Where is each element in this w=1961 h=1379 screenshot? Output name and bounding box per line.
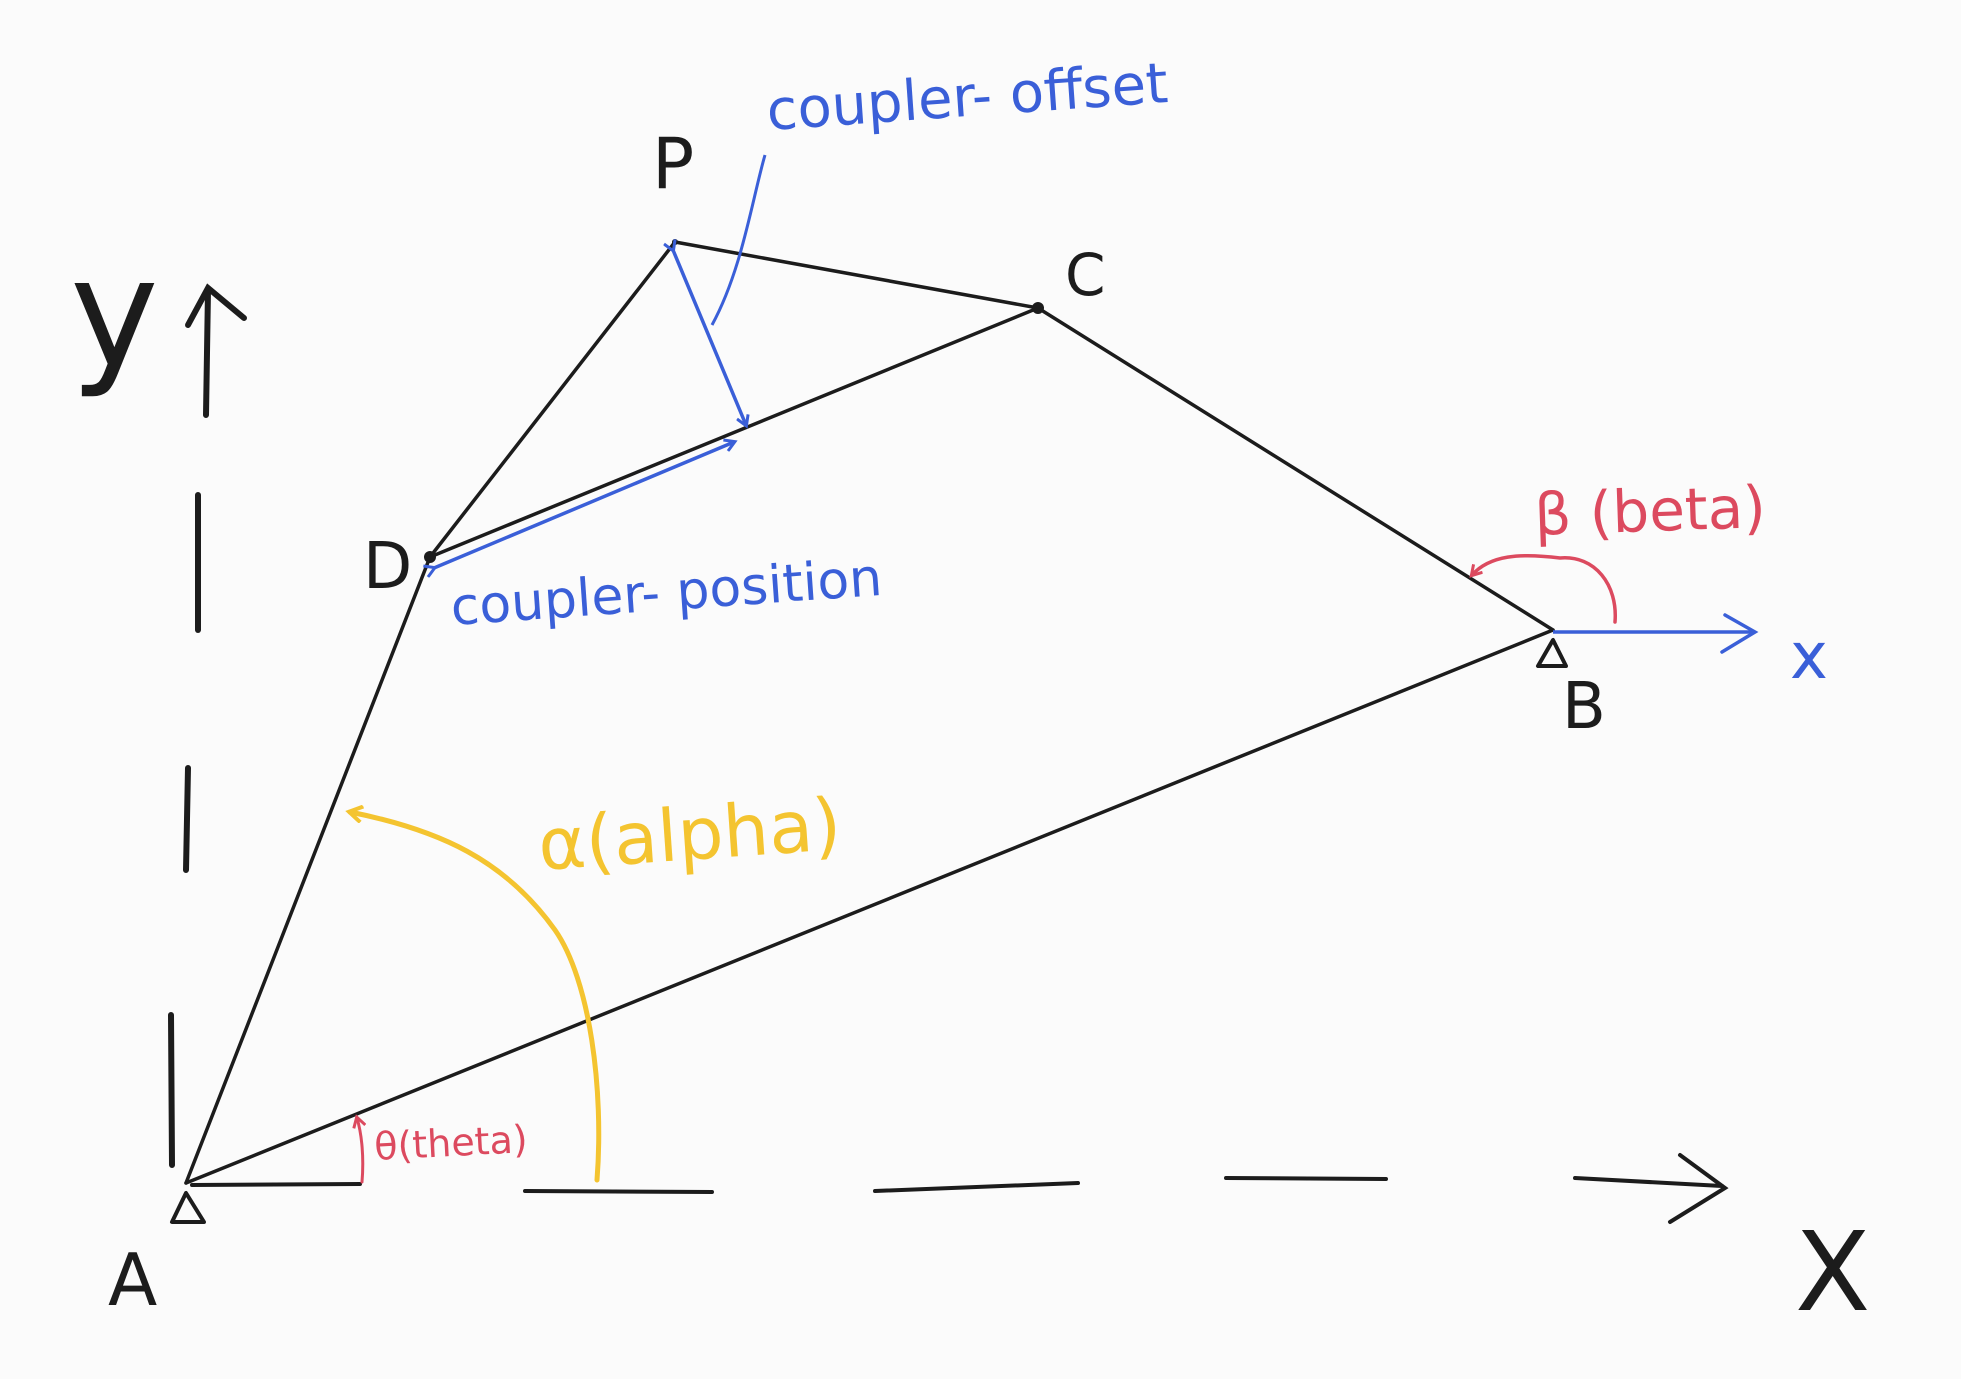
coupler-offset-leader [710,154,767,326]
alpha-arc [350,812,602,1183]
local-x-arrowhead [1720,613,1759,654]
joint-D [424,551,436,563]
label-D: D [363,530,412,604]
label-alpha: α(alpha) [535,782,843,887]
label-coupler-offset: coupler- offset [764,51,1170,144]
link-AB [184,628,1555,1185]
link-AD [184,555,432,1185]
label-coupler-position: coupler- position [449,548,884,638]
joint-P [672,239,678,245]
global-x-axis [190,1153,1729,1224]
global-y-axis [168,283,247,1168]
linkage-links [184,240,1555,1185]
coupler-offset-arrow [673,250,746,425]
label-local-x: x [1790,620,1828,694]
link-DC [428,306,1040,559]
label-beta: β (beta) [1533,473,1767,549]
coupler-position-arrow [434,442,734,568]
label-A: A [108,1238,157,1322]
ground-pivot-B [1536,638,1568,668]
label-global-y: y [70,227,159,401]
label-B: B [1562,670,1606,744]
ground-pivot-A [170,1191,206,1224]
label-P: P [652,123,694,205]
label-C: C [1065,241,1106,309]
link-DP [428,240,677,559]
joint-C [1032,302,1044,314]
label-theta: θ(theta) [373,1117,529,1169]
theta-arc [357,1118,363,1184]
link-CB [1036,306,1555,632]
label-global-x: X [1795,1208,1870,1336]
beta-arc [1472,553,1617,624]
link-PC [673,240,1040,310]
